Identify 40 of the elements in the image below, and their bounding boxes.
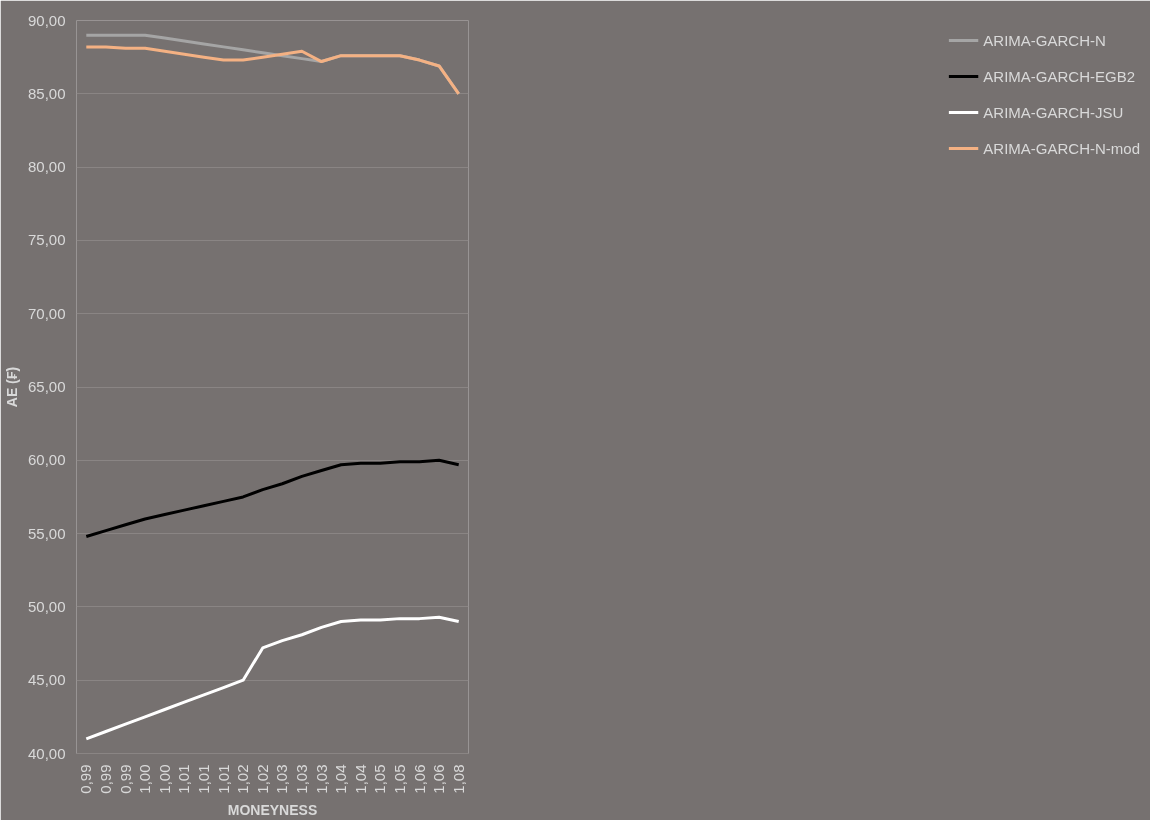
y-tick-label: 90,00 [27,11,66,29]
y-tick-label: 80,00 [27,158,66,176]
x-tick-label: 0,99 [96,764,114,794]
x-tick-label: 1,02 [234,764,252,794]
line-series [84,45,461,96]
x-tick-label: 1,01 [175,764,193,794]
x-tick-label: 1,00 [155,764,173,794]
line-series [84,458,461,539]
x-tick-label: 1,01 [214,764,232,794]
x-tick-label: 1,03 [273,764,291,794]
x-tick-label: 1,08 [449,764,467,794]
x-tick-label: 1,06 [430,764,448,794]
x-tick-label: 1,05 [390,764,408,794]
y-tick-label: 75,00 [27,231,66,249]
legend-label: ARIMA-GARCH-JSU [983,103,1124,121]
y-tick-label: 65,00 [27,378,66,395]
y-tick-label: 50,00 [27,597,66,615]
y-tick-label: 55,00 [27,524,66,542]
x-tick-label: 0,99 [116,764,134,794]
x-tick-label: 1,03 [292,764,310,794]
y-tick-label: 60,00 [27,451,66,469]
x-tick-label: 1,04 [351,764,369,794]
y-tick-label: 85,00 [27,84,66,102]
y-tick-label: 70,00 [27,304,66,322]
x-tick-label: 1,06 [410,764,428,794]
y-tick-label: 40,00 [27,744,66,762]
x-tick-label: 1,01 [194,764,212,794]
legend-label: ARIMA-GARCH-N [983,31,1106,49]
y-tick-label: 45,00 [27,671,66,689]
y-axis-title: AE (₣) [3,366,20,408]
legend-label: ARIMA-GARCH-EGB2 [983,67,1135,85]
x-tick-label: 1,03 [312,764,330,794]
x-axis-title: MONEYNESS [227,801,318,818]
x-tick-label: 1,02 [253,764,271,794]
x-tick-label: 0,99 [77,764,95,794]
legend-label: ARIMA-GARCH-N-mod [983,139,1140,157]
x-tick-label: 1,05 [371,764,389,794]
x-tick-label: 1,04 [332,764,350,794]
line-series [84,615,461,741]
x-tick-label: 1,00 [136,764,154,794]
